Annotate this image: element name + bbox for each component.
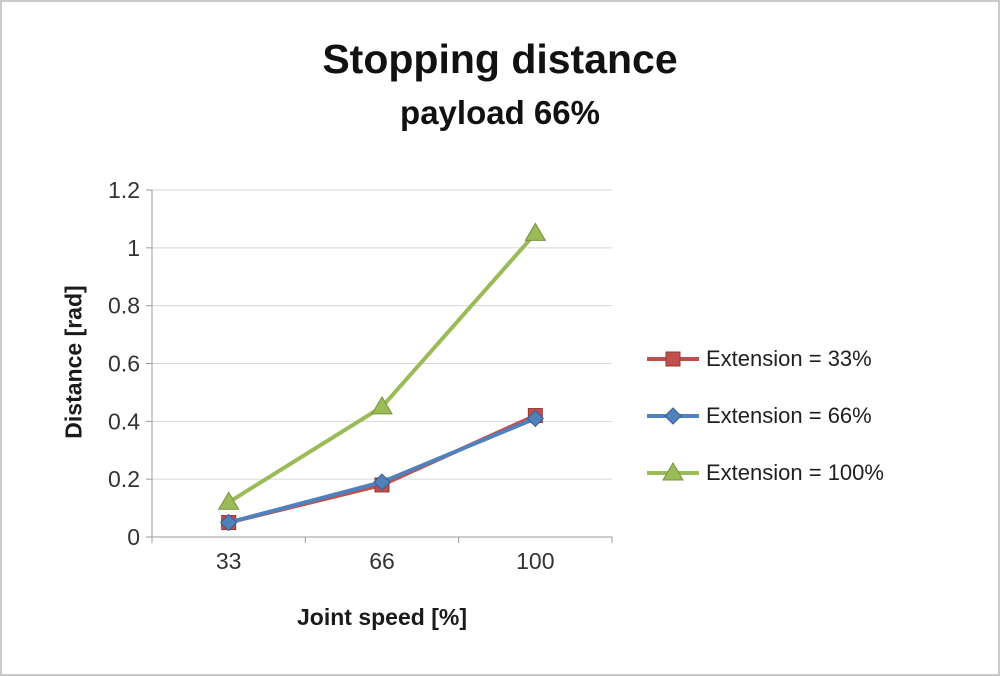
legend-marker-sample	[647, 351, 699, 367]
legend-item: Extension = 33%	[647, 340, 884, 378]
x-tick-label: 66	[369, 548, 395, 574]
triangle-marker	[371, 395, 393, 415]
legend: Extension = 33% Extension = 66% Extension …	[647, 340, 884, 492]
series-line	[226, 413, 538, 525]
diamond-marker	[219, 513, 238, 532]
series-line	[226, 416, 538, 525]
y-tick-label: 0.2	[108, 466, 140, 492]
legend-label: Extension = 100%	[706, 460, 884, 485]
line-chart-plot: 0 0.2 0.4 0.6 0.8 1 1.2 33 66 100	[108, 177, 613, 574]
legend-item: Extension = 100%	[647, 454, 884, 492]
y-tick-label: 0.6	[108, 351, 140, 377]
x-tick-label: 100	[516, 548, 554, 574]
chart-title: Stopping distance	[322, 36, 678, 82]
chart-subtitle: payload 66%	[400, 94, 600, 131]
x-axis-title: Joint speed [%]	[297, 604, 467, 630]
diamond-marker	[664, 407, 682, 425]
square-marker	[665, 351, 681, 367]
x-tick-label: 33	[216, 548, 242, 574]
triangle-marker	[524, 222, 547, 241]
legend-marker-sample	[647, 462, 699, 481]
triangle-marker	[217, 491, 240, 510]
legend-marker-sample	[647, 407, 699, 425]
y-tick-label: 1.2	[108, 177, 140, 203]
legend-item: Extension = 66%	[647, 397, 884, 435]
legend-label: Extension = 33%	[706, 346, 872, 371]
triangle-marker	[662, 462, 684, 481]
y-tick-label: 1	[127, 235, 140, 261]
y-tick-label: 0.8	[108, 293, 140, 319]
series-line	[226, 231, 538, 505]
y-tick-label: 0.4	[108, 408, 140, 434]
y-tick-label: 0	[127, 524, 140, 550]
diamond-marker	[526, 409, 545, 428]
legend-label: Extension = 66%	[706, 403, 872, 428]
diamond-marker	[373, 473, 391, 491]
y-axis-title: Distance [rad]	[60, 285, 87, 439]
